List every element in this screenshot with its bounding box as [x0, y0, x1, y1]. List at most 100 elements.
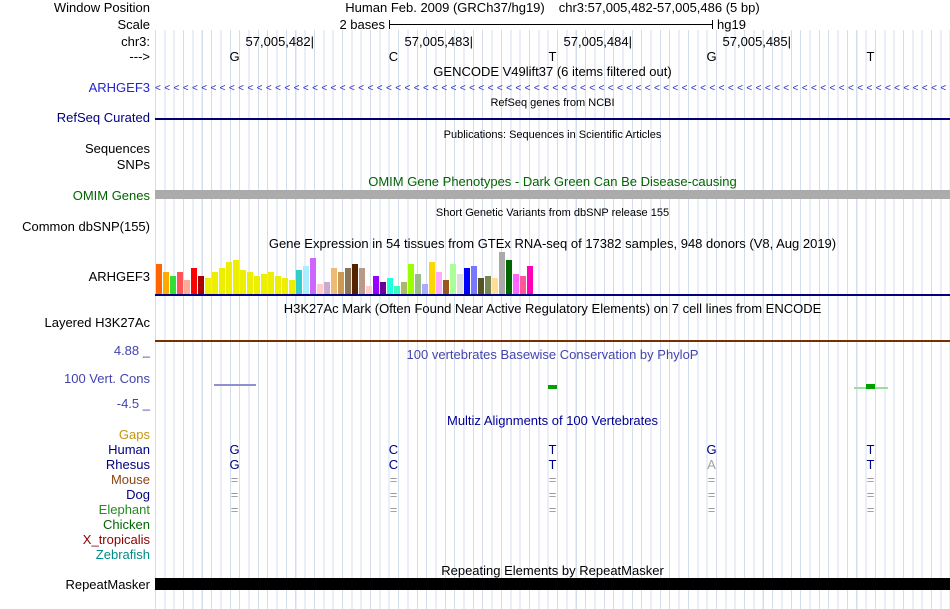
gtex-bar[interactable]	[436, 272, 442, 294]
gtex-bar[interactable]	[324, 282, 330, 294]
gtex-bar[interactable]	[170, 276, 176, 294]
gtex-bar[interactable]	[506, 260, 512, 294]
gtex-bar[interactable]	[422, 284, 428, 294]
base-letter: C	[388, 49, 399, 64]
gtex-bar[interactable]	[345, 268, 351, 294]
gtex-bar[interactable]	[282, 278, 288, 294]
gtex-bar[interactable]	[443, 280, 449, 294]
gtex-bar[interactable]	[415, 274, 421, 294]
gtex-bar[interactable]	[478, 278, 484, 294]
track-label-dbsnp[interactable]: Common dbSNP(155)	[22, 219, 150, 234]
track-label-gencode[interactable]: ARHGEF3	[88, 80, 150, 95]
gtex-bar[interactable]	[156, 264, 162, 294]
refseq-track-line[interactable]	[155, 118, 950, 120]
gtex-bar[interactable]	[380, 282, 386, 294]
gtex-bar[interactable]	[184, 280, 190, 294]
base-letter: T	[866, 49, 875, 64]
multiz-species-label[interactable]: Dog	[126, 487, 150, 502]
gtex-bar[interactable]	[492, 278, 498, 294]
gtex-bar[interactable]	[527, 266, 533, 294]
track-label-gtex[interactable]: ARHGEF3	[88, 269, 150, 284]
gtex-bar[interactable]	[520, 276, 526, 294]
gtex-bar[interactable]	[464, 268, 470, 294]
track-label-refseq[interactable]: RefSeq Curated	[56, 110, 150, 125]
gtex-bar[interactable]	[296, 270, 302, 294]
gtex-bar[interactable]	[331, 268, 337, 294]
multiz-align-cell: =	[230, 502, 239, 517]
multiz-species-label[interactable]: Elephant	[98, 502, 150, 517]
gtex-bar[interactable]	[366, 286, 372, 294]
gtex-bar[interactable]	[233, 260, 239, 294]
window-position-label: Window Position	[53, 0, 150, 15]
track-title-refseq: RefSeq genes from NCBI	[490, 97, 615, 109]
gtex-bar[interactable]	[275, 276, 281, 294]
gtex-bar[interactable]	[338, 272, 344, 294]
gtex-bar[interactable]	[240, 270, 246, 294]
multiz-species-label[interactable]: X_tropicalis	[82, 532, 150, 547]
track-label-repeatmasker[interactable]: RepeatMasker	[65, 577, 150, 592]
multiz-align-cell: =	[548, 502, 557, 517]
base-position-gridlines	[155, 30, 950, 609]
gtex-bar[interactable]	[163, 272, 169, 294]
gtex-bar[interactable]	[198, 276, 204, 294]
multiz-align-cell: =	[866, 472, 875, 487]
gtex-bar[interactable]	[268, 272, 274, 294]
gtex-bar[interactable]	[471, 266, 477, 294]
gtex-bar[interactable]	[247, 272, 253, 294]
gtex-bar[interactable]	[226, 262, 232, 294]
track-title-conservation: 100 vertebrates Basewise Conservation by…	[406, 347, 699, 362]
gtex-bar[interactable]	[254, 276, 260, 294]
gtex-bar[interactable]	[177, 272, 183, 294]
multiz-species-label[interactable]: Chicken	[103, 517, 150, 532]
gtex-bar[interactable]	[499, 252, 505, 294]
gtex-bar[interactable]	[352, 264, 358, 294]
assembly-short: hg19	[717, 17, 746, 32]
gtex-bar[interactable]	[261, 274, 267, 294]
gtex-bar[interactable]	[394, 286, 400, 294]
gtex-bar[interactable]	[513, 274, 519, 294]
gtex-bar[interactable]	[205, 278, 211, 294]
gtex-bar[interactable]	[485, 276, 491, 294]
window-position-value: chr3:57,005,482-57,005,486 (5 bp)	[558, 0, 760, 15]
repeatmasker-track-bar[interactable]	[155, 578, 950, 590]
assembly-name: Human Feb. 2009 (GRCh37/hg19)	[345, 0, 545, 15]
multiz-align-cell: =	[389, 472, 398, 487]
gtex-bar[interactable]	[401, 282, 407, 294]
track-label-omim[interactable]: OMIM Genes	[72, 188, 150, 203]
gtex-bar[interactable]	[359, 268, 365, 294]
multiz-species-label[interactable]: Gaps	[118, 427, 150, 442]
gtex-bar[interactable]	[450, 264, 456, 294]
multiz-species-label[interactable]: Human	[108, 442, 150, 457]
track-label-h3k27ac[interactable]: Layered H3K27Ac	[44, 315, 150, 330]
track-title-gtex: Gene Expression in 54 tissues from GTEx …	[268, 236, 837, 251]
gtex-bar[interactable]	[303, 266, 309, 294]
gtex-bar[interactable]	[408, 264, 414, 294]
coordinate-label: 57,005,483|	[404, 34, 473, 49]
gtex-bar-chart[interactable]	[155, 252, 950, 294]
multiz-align-cell: T	[866, 457, 875, 472]
multiz-align-cell: C	[388, 442, 399, 457]
multiz-species-label[interactable]: Mouse	[110, 472, 150, 487]
gtex-bar[interactable]	[289, 280, 295, 294]
coordinate-label: 57,005,482|	[245, 34, 314, 49]
gtex-bar[interactable]	[429, 262, 435, 294]
multiz-align-cell: =	[707, 502, 716, 517]
h3k27ac-track-line[interactable]	[155, 340, 950, 342]
gtex-bar[interactable]	[219, 268, 225, 294]
track-label-sequences[interactable]: Sequences	[84, 141, 150, 156]
gtex-bar[interactable]	[387, 278, 393, 294]
gtex-bar[interactable]	[373, 276, 379, 294]
gtex-bar[interactable]	[317, 284, 323, 294]
gencode-strand-arrows[interactable]: <<<<<<<<<<<<<<<<<<<<<<<<<<<<<<<<<<<<<<<<…	[155, 83, 950, 94]
track-label-snps[interactable]: SNPs	[116, 157, 150, 172]
omim-track-bar[interactable]	[155, 190, 950, 199]
multiz-species-label[interactable]: Rhesus	[105, 457, 150, 472]
gtex-bar[interactable]	[212, 272, 218, 294]
multiz-species-label[interactable]: Zebrafish	[95, 547, 150, 562]
gtex-bar[interactable]	[457, 274, 463, 294]
gtex-bar[interactable]	[310, 258, 316, 294]
track-label-conservation[interactable]: 100 Vert. Cons	[64, 371, 150, 386]
conservation-score-min: -4.5 _	[116, 396, 150, 411]
gtex-bar[interactable]	[191, 268, 197, 294]
